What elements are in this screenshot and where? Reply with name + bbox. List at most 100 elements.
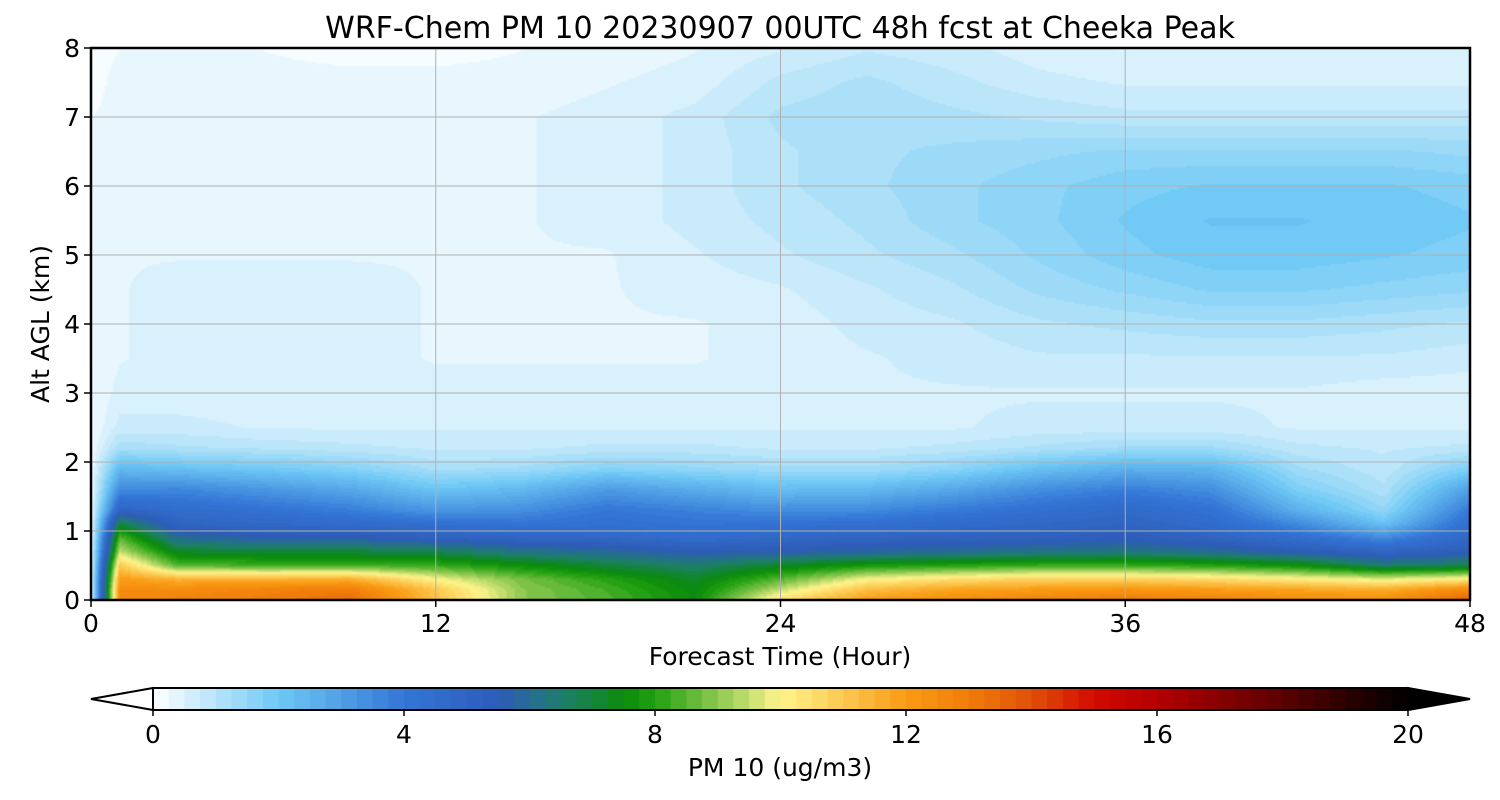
y-tick-label: 5 bbox=[64, 241, 80, 270]
colorbar-segment bbox=[309, 688, 327, 710]
colorbar-tick-label: 4 bbox=[396, 720, 412, 749]
colorbar-segment bbox=[811, 688, 829, 710]
colorbar-segment bbox=[1125, 688, 1142, 710]
colorbar-segment bbox=[513, 688, 531, 710]
colorbar-segment bbox=[247, 688, 264, 710]
colorbar-under-arrow bbox=[90, 686, 154, 712]
colorbar-segment bbox=[953, 688, 970, 710]
chart-title: WRF-Chem PM 10 20230907 00UTC 48h fcst a… bbox=[325, 11, 1235, 46]
colorbar-segment bbox=[576, 688, 593, 710]
colorbar-segment bbox=[1078, 688, 1095, 710]
colorbar-segment bbox=[874, 688, 891, 710]
colorbar-segment bbox=[1376, 688, 1393, 710]
colorbar-segment bbox=[560, 688, 578, 710]
x-axis-label: Forecast Time (Hour) bbox=[649, 642, 912, 671]
colorbar-segment bbox=[1251, 688, 1268, 710]
colorbar-segment bbox=[1235, 688, 1252, 710]
colorbar-segment bbox=[215, 688, 233, 710]
colorbar-segment bbox=[1109, 688, 1127, 710]
colorbar-segment bbox=[388, 688, 405, 710]
colorbar-segments bbox=[153, 688, 1409, 710]
colorbar-tick-label: 20 bbox=[1392, 720, 1424, 749]
y-tick-label: 7 bbox=[64, 103, 80, 132]
colorbar-segment bbox=[890, 688, 907, 710]
colorbar-tick-label: 8 bbox=[647, 720, 663, 749]
colorbar-segment bbox=[623, 688, 640, 710]
colorbar-tick-label: 12 bbox=[890, 720, 922, 749]
colorbar-segment bbox=[1204, 688, 1221, 710]
colorbar: 0 4 8 12 16 20 PM 10 (ug/m3) bbox=[90, 686, 1471, 782]
colorbar-segment bbox=[278, 688, 295, 710]
colorbar-segment bbox=[1015, 688, 1033, 710]
colorbar-segment bbox=[733, 688, 750, 710]
colorbar-segment bbox=[686, 688, 703, 710]
colorbar-segment bbox=[1345, 688, 1362, 710]
colorbar-segment bbox=[749, 688, 766, 710]
colorbar-segment bbox=[1282, 688, 1299, 710]
colorbar-segment bbox=[858, 688, 876, 710]
colorbar-segment bbox=[1313, 688, 1331, 710]
colorbar-segment bbox=[1062, 688, 1080, 710]
colorbar-segment bbox=[702, 688, 719, 710]
colorbar-segment bbox=[780, 688, 797, 710]
y-tick-label: 8 bbox=[64, 34, 80, 63]
colorbar-segment bbox=[717, 688, 735, 710]
colorbar-segment bbox=[843, 688, 860, 710]
colorbar-segment bbox=[466, 688, 484, 710]
colorbar-segment bbox=[1094, 688, 1111, 710]
colorbar-segment bbox=[262, 688, 280, 710]
colorbar-segment bbox=[639, 688, 656, 710]
y-tick-label: 0 bbox=[64, 586, 80, 615]
colorbar-segment bbox=[356, 688, 374, 710]
colorbar-segment bbox=[200, 688, 217, 710]
colorbar-label: PM 10 (ug/m3) bbox=[688, 753, 872, 782]
colorbar-segment bbox=[921, 688, 938, 710]
y-tick-label: 1 bbox=[64, 517, 80, 546]
colorbar-segment bbox=[968, 688, 986, 710]
colorbar-segment bbox=[1266, 688, 1284, 710]
colorbar-segment bbox=[984, 688, 1001, 710]
colorbar-frame bbox=[152, 687, 1409, 711]
colorbar-segment bbox=[607, 688, 625, 710]
colorbar-segment bbox=[1000, 688, 1017, 710]
colorbar-segment bbox=[451, 688, 468, 710]
colorbar-segment bbox=[1047, 688, 1064, 710]
colorbar-segment bbox=[153, 688, 170, 710]
colorbar-segment bbox=[1031, 688, 1048, 710]
colorbar-segment bbox=[1329, 688, 1346, 710]
colorbar-segment bbox=[796, 688, 813, 710]
x-tick-label: 36 bbox=[1109, 609, 1141, 638]
colorbar-segment bbox=[764, 688, 782, 710]
colorbar-segment bbox=[1360, 688, 1378, 710]
colorbar-tick-label: 16 bbox=[1141, 720, 1173, 749]
colorbar-segment bbox=[419, 688, 436, 710]
y-axis-label: Alt AGL (km) bbox=[26, 245, 55, 403]
colorbar-segment bbox=[1188, 688, 1205, 710]
x-tick-label: 24 bbox=[765, 609, 797, 638]
colorbar-segment bbox=[294, 688, 311, 710]
colorbar-segment bbox=[670, 688, 687, 710]
plot-area bbox=[89, 46, 1472, 602]
colorbar-ticks: 0 4 8 12 16 20 bbox=[145, 710, 1424, 749]
x-axis-ticks: 0 12 24 36 48 bbox=[83, 600, 1486, 638]
colorbar-segment bbox=[435, 688, 452, 710]
colorbar-segment bbox=[1392, 688, 1409, 710]
colorbar-segment bbox=[1219, 688, 1237, 710]
colorbar-segment bbox=[1298, 688, 1315, 710]
colorbar-segment bbox=[482, 688, 499, 710]
colorbar-segment bbox=[592, 688, 609, 710]
colorbar-segment bbox=[168, 688, 185, 710]
y-tick-label: 2 bbox=[64, 448, 80, 477]
x-tick-label: 0 bbox=[83, 609, 99, 638]
colorbar-segment bbox=[341, 688, 358, 710]
colorbar-segment bbox=[1141, 688, 1158, 710]
colorbar-segment bbox=[545, 688, 562, 710]
y-tick-label: 3 bbox=[64, 379, 80, 408]
colorbar-segment bbox=[937, 688, 954, 710]
colorbar-segment bbox=[325, 688, 342, 710]
colorbar-segment bbox=[655, 688, 672, 710]
x-tick-label: 12 bbox=[420, 609, 452, 638]
colorbar-tick-label: 0 bbox=[145, 720, 161, 749]
colorbar-segment bbox=[184, 688, 201, 710]
